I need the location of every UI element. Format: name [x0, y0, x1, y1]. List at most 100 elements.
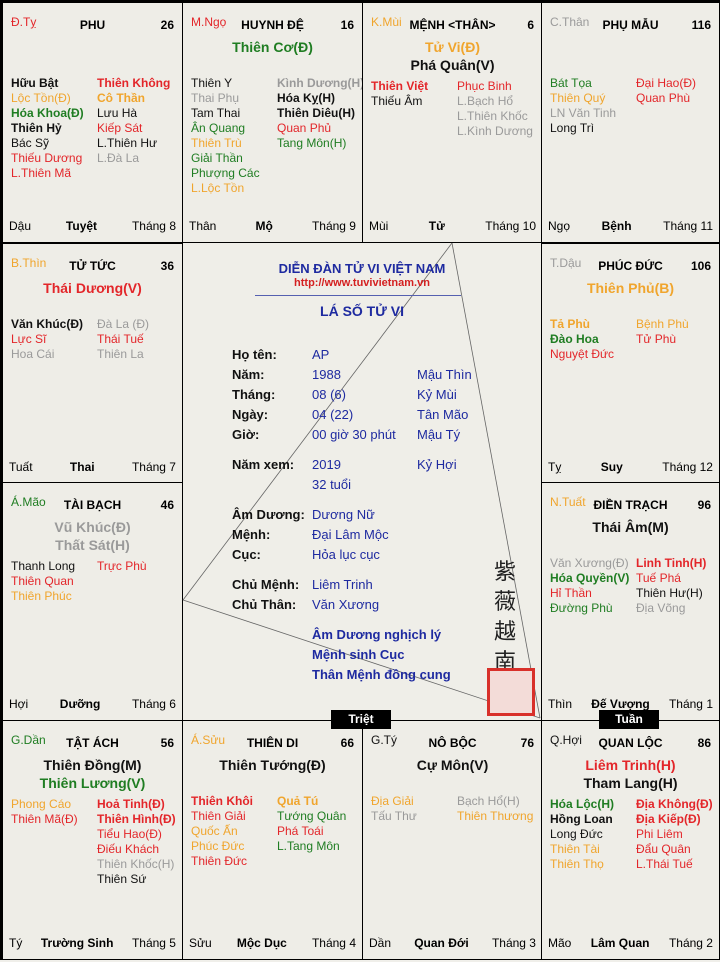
minor-star: Thiên Diêu(H)	[277, 106, 355, 120]
main-stars: Cự Môn(V)	[363, 756, 542, 774]
month-label: Tháng 12	[662, 460, 713, 474]
life-stage: Lâm Quan	[590, 936, 650, 950]
minor-star: Thiên Mã(Đ)	[11, 812, 78, 826]
minor-star: Địa Giải	[371, 794, 414, 808]
star-column-left: Bát Tọa Thiên Quý LN Văn Tinh Long Trì	[550, 76, 616, 136]
star-column-right: Hoả Tinh(Đ) Thiên Hình(Đ) Tiểu Hao(Đ) Điếu …	[97, 797, 176, 887]
minor-star: Hoa Cái	[11, 347, 55, 361]
life-stage: Quan Đới	[414, 936, 469, 950]
info-value: Hỏa lục cục	[312, 547, 380, 562]
minor-star: L.Thiên Khốc	[457, 109, 528, 123]
main-stars: Thiên Cơ(Đ)	[183, 38, 362, 56]
minor-star: Trực Phù	[97, 559, 147, 573]
info-value: Dương Nữ	[312, 507, 375, 522]
minor-star: Thai Phụ	[191, 91, 240, 105]
info-value: 1988	[312, 367, 341, 382]
star-column-left: Thanh Long Thiên Quan Thiên Phúc	[11, 559, 75, 604]
info-extra: Kỷ Hợi	[417, 457, 457, 472]
main-star: Thái Dương(V)	[43, 280, 142, 296]
minor-star: Thiên Khôi	[191, 794, 253, 808]
star-column-left: Hóa Lộc(H) Hồng Loan Long Đức Thiên Tài Thiê…	[550, 797, 614, 872]
month-label: Tháng 3	[491, 936, 536, 950]
life-stage: Đế Vượng	[591, 697, 650, 711]
palace-age: 116	[691, 18, 711, 32]
minor-star: Tang Môn(H)	[277, 136, 347, 150]
palace-name: HUYNH ĐỆ	[241, 18, 304, 32]
minor-star: Phi Liêm	[636, 827, 683, 841]
main-star: Tử Vi(Đ)	[425, 39, 480, 55]
tuan-marker: Tuần	[599, 710, 659, 729]
main-stars: Liêm Trinh(H) Tham Lang(H)	[542, 756, 719, 792]
site-title: DIỄN ĐÀN TỬ VI VIỆT NAM	[278, 261, 446, 276]
heavenly-stem-branch: T.Dậu	[550, 256, 582, 270]
star-column-left: Thiên Khôi Thiên Giải Quốc Ấn Phúc Đức Thiên…	[191, 794, 253, 869]
minor-star: Hóa Khoa(Đ)	[11, 106, 84, 120]
star-column-left: Tả Phù Đào Hoa Nguyệt Đức	[550, 317, 614, 362]
minor-star: Thiên Đức	[191, 854, 248, 868]
palace-name: NÔ BỘC	[428, 736, 477, 750]
month-label: Tháng 8	[131, 219, 176, 233]
palace-footer: Hợi Dưỡng Tháng 6	[9, 697, 176, 711]
heavenly-stem-branch: Á.Mão	[11, 495, 46, 509]
minor-star: Phục Binh	[457, 79, 512, 93]
chart-note: Mệnh sinh Cục	[312, 647, 405, 662]
minor-star: Hữu Bật	[11, 76, 59, 90]
minor-star: Thái Tuế	[97, 332, 144, 346]
info-value: AP	[312, 347, 330, 362]
info-label: Cục:	[232, 547, 261, 562]
minor-star: Địa Kiếp(Đ)	[636, 812, 701, 826]
life-stage: Tuyệt	[65, 219, 98, 233]
minor-star: Quan Phủ	[277, 121, 332, 135]
info-value: 2019	[312, 457, 341, 472]
minor-star: Bát Tọa	[550, 76, 592, 90]
main-stars: Tử Vi(Đ) Phá Quân(V)	[363, 38, 542, 74]
heavenly-stem-branch: G.Tý	[371, 733, 397, 747]
palace-cell: K.Mùi MỆNH <THÂN> 6 Tử Vi(Đ) Phá Quân(V) Thiê…	[362, 2, 543, 243]
star-column-right: Linh Tinh(H) Tuế Phá Thiên Hư(H) Địa Võng	[636, 556, 706, 616]
palace-name: PHÚC ĐỨC	[598, 259, 663, 273]
palace-name: ĐIỀN TRẠCH	[593, 498, 668, 512]
minor-star: Thiếu Âm	[371, 94, 423, 108]
minor-star: Hồng Loan	[550, 812, 613, 826]
palace-cell: C.Thân PHỤ MẪU 116 Bát Tọa Thiên Quý LN Văn T…	[541, 2, 720, 243]
palace-name: MỆNH <THÂN>	[409, 18, 496, 32]
palace-age: 26	[160, 18, 174, 32]
star-column-right: Địa Không(Đ) Địa Kiếp(Đ) Phi Liêm Đẩu Quân L…	[636, 797, 713, 872]
month-label: Tháng 6	[131, 697, 176, 711]
main-stars: Thái Dương(V)	[3, 279, 182, 297]
palace-age: 36	[160, 259, 174, 273]
minor-star: Thiên La	[97, 347, 144, 361]
minor-star: Thiếu Dương	[11, 151, 83, 165]
minor-star: Thiên Hư(H)	[636, 586, 703, 600]
info-label: Chủ Mệnh:	[232, 577, 300, 592]
minor-star: Tam Thai	[191, 106, 241, 120]
info-value: 32 tuổi	[312, 477, 352, 492]
main-star: Liêm Trinh(H)	[585, 757, 676, 773]
star-column-left: Hữu Bật Lộc Tồn(Đ) Hóa Khoa(Đ) Thiên Hỷ Bác …	[11, 76, 84, 181]
heavenly-stem-branch: Á.Sửu	[191, 733, 226, 747]
star-column-right: Đại Hao(Đ) Quan Phù	[636, 76, 696, 106]
info-label: Ngày:	[232, 407, 269, 422]
branch-label: Hợi	[9, 697, 29, 711]
minor-star: Lưu Hà	[97, 106, 138, 120]
star-column-right: Quả Tú Tướng Quân Phá Toái L.Tang Môn	[277, 794, 346, 854]
branch-label: Tý	[9, 936, 23, 950]
palace-footer: Sửu Mộc Dục Tháng 4	[189, 936, 356, 950]
palace-cell: M.Ngọ HUYNH ĐỆ 16 Thiên Cơ(Đ) Thiên Y Thai Ph…	[182, 2, 364, 243]
palace-footer: Thìn Đế Vượng Tháng 1	[548, 697, 713, 711]
info-label: Chủ Thân:	[232, 597, 297, 612]
minor-star: L.Kình Dương	[457, 124, 533, 138]
life-stage: Thai	[69, 460, 95, 474]
minor-star: Thiên Khốc(H)	[97, 857, 175, 871]
branch-label: Sửu	[189, 936, 212, 950]
info-extra: Tân Mão	[417, 407, 469, 422]
minor-star: LN Văn Tinh	[550, 106, 617, 120]
main-stars: Vũ Khúc(Đ) Thất Sát(H)	[3, 518, 182, 554]
month-label: Tháng 5	[131, 936, 176, 950]
palace-age: 86	[697, 736, 711, 750]
site-url: http://www.tuvivietnam.vn	[294, 277, 430, 289]
info-label: Năm xem:	[232, 457, 295, 472]
minor-star: Thiên Quan	[11, 574, 74, 588]
star-column-left: Văn Khúc(Đ) Lực Sĩ Hoa Cái	[11, 317, 83, 362]
